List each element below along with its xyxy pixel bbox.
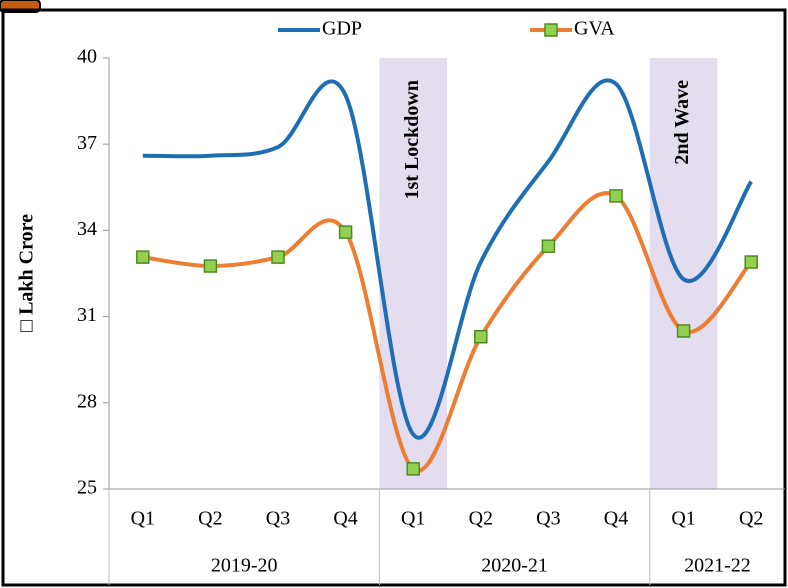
- marker: [338, 225, 353, 239]
- x-tick-label: Q2: [739, 508, 763, 530]
- y-axis-label: □ Lakh Crore: [16, 214, 38, 332]
- marker: [541, 239, 556, 253]
- marker: [271, 250, 285, 264]
- marker: [203, 259, 218, 273]
- x-tick-label: Q4: [333, 508, 357, 530]
- group-label: 2020-21: [481, 555, 548, 577]
- x-tick-label: Q3: [266, 508, 290, 530]
- x-tick-label: Q1: [401, 508, 425, 530]
- legend-label: GVA: [574, 18, 615, 40]
- x-tick-label: Q1: [131, 508, 155, 530]
- annotation-text: 1st Lockdown: [401, 80, 423, 199]
- marker: [406, 462, 420, 476]
- annotation-band: [649, 58, 718, 489]
- y-tick-label: 40: [77, 46, 97, 68]
- marker: [609, 189, 623, 203]
- marker: [474, 329, 488, 344]
- y-tick-label: 28: [77, 390, 97, 412]
- x-tick-label: Q4: [604, 508, 628, 530]
- x-tick-label: Q2: [469, 508, 493, 530]
- legend-marker: [544, 23, 558, 37]
- marker: [136, 250, 150, 264]
- y-tick-label: 25: [77, 477, 97, 499]
- x-tick-label: Q1: [671, 508, 695, 530]
- y-tick-label: 34: [77, 218, 97, 240]
- y-tick-label: 31: [77, 304, 97, 326]
- marker: [744, 255, 758, 269]
- x-tick-label: Q2: [198, 508, 222, 530]
- chart-border: [1, 8, 787, 587]
- marker: [676, 324, 691, 338]
- legend-label: GDP: [322, 18, 362, 40]
- line: [142, 78, 753, 440]
- annotation-text: 2nd Wave: [671, 80, 693, 165]
- group-label: 2019-20: [211, 555, 278, 577]
- y-tick-label: 37: [77, 132, 97, 154]
- x-tick-label: Q3: [536, 508, 560, 530]
- group-label: 2021-22: [684, 555, 751, 577]
